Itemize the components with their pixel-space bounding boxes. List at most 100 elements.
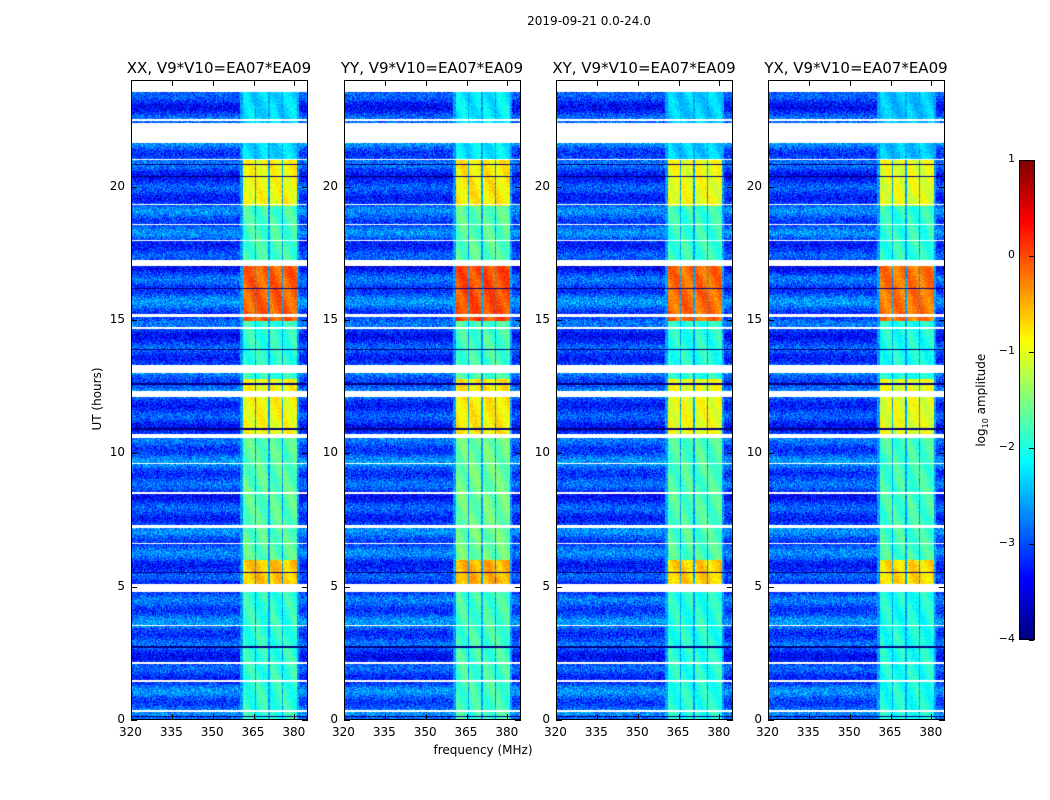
panel-title: XY, V9*V10=EA07*EA09 <box>552 59 736 77</box>
y-tick-label: 20 <box>746 178 762 193</box>
x-tick-label: 320 <box>119 725 142 739</box>
y-tick-label: 15 <box>746 312 762 326</box>
x-tick <box>849 714 851 720</box>
y-tick <box>344 186 350 188</box>
x-tick <box>425 714 427 720</box>
colorbar-tick-label: −2 <box>998 440 1015 453</box>
x-tick <box>556 714 557 720</box>
x-tick-label: 320 <box>756 725 779 739</box>
y-tick <box>939 186 945 188</box>
x-tick <box>678 80 680 86</box>
x-tick-label: 380 <box>495 725 519 739</box>
y-tick <box>768 720 774 721</box>
x-tick-label: 335 <box>584 725 608 739</box>
y-tick <box>768 453 774 455</box>
y-tick <box>768 320 774 321</box>
x-tick <box>931 80 933 86</box>
x-tick <box>719 714 721 720</box>
y-tick <box>344 320 350 321</box>
colorbar-tick <box>1029 640 1034 641</box>
x-tick <box>344 80 345 86</box>
y-tick <box>727 320 733 321</box>
x-tick-label: 320 <box>544 725 567 739</box>
y-tick-label: 10 <box>534 445 550 460</box>
y-tick-label: 5 <box>754 578 762 593</box>
x-tick-label: 365 <box>878 725 902 739</box>
colorbar-tick-label: −1 <box>998 344 1015 357</box>
x-tick-label: 350 <box>413 725 437 739</box>
colorbar-tick <box>1029 160 1034 161</box>
y-tick-label: 5 <box>542 578 550 593</box>
x-tick-label: 380 <box>919 725 943 739</box>
x-tick <box>384 714 386 720</box>
y-tick <box>727 720 733 721</box>
colorbar-tick <box>1029 352 1034 353</box>
x-tick-label: 350 <box>625 725 649 739</box>
y-tick <box>556 720 562 721</box>
heatmap-panel-2 <box>556 80 733 720</box>
y-tick-label: 10 <box>322 445 338 460</box>
y-tick-label: 0 <box>754 712 762 726</box>
x-tick <box>849 80 851 86</box>
y-tick <box>302 186 308 188</box>
y-tick <box>939 320 945 321</box>
y-tick <box>131 320 137 321</box>
y-tick <box>344 586 350 588</box>
y-tick <box>515 720 521 721</box>
x-tick <box>890 80 892 86</box>
heatmap-panel-1 <box>344 80 521 720</box>
y-tick <box>344 453 350 455</box>
x-tick <box>507 80 509 86</box>
y-tick-label: 20 <box>109 178 125 193</box>
x-tick <box>931 714 933 720</box>
y-tick <box>515 586 521 588</box>
x-tick <box>294 714 296 720</box>
y-tick-label: 0 <box>330 712 338 726</box>
y-tick <box>556 320 562 321</box>
y-tick <box>302 453 308 455</box>
y-tick-label: 5 <box>330 578 338 593</box>
y-tick <box>939 586 945 588</box>
panel-title: YY, V9*V10=EA07*EA09 <box>340 59 524 77</box>
y-tick <box>515 186 521 188</box>
x-tick-label: 335 <box>159 725 183 739</box>
x-tick-label: 365 <box>241 725 265 739</box>
x-tick-label: 350 <box>200 725 224 739</box>
y-tick <box>727 453 733 455</box>
heatmap-image <box>345 81 520 719</box>
x-tick <box>637 80 639 86</box>
y-tick <box>768 586 774 588</box>
x-tick <box>808 714 810 720</box>
x-tick-label: 365 <box>454 725 478 739</box>
x-tick-label: 380 <box>707 725 731 739</box>
y-tick-label: 20 <box>534 178 550 193</box>
x-tick <box>384 80 386 86</box>
y-tick <box>556 586 562 588</box>
y-tick <box>302 320 308 321</box>
y-tick <box>556 453 562 455</box>
y-tick <box>131 186 137 188</box>
x-tick <box>253 80 255 86</box>
y-tick <box>939 453 945 455</box>
x-tick <box>131 714 132 720</box>
x-tick <box>171 80 173 86</box>
colorbar-tick <box>1029 256 1034 257</box>
colorbar-label: log10 amplitude <box>973 353 991 447</box>
colorbar-tick-label: −3 <box>998 536 1015 549</box>
heatmap-image <box>557 81 732 719</box>
y-tick-label: 0 <box>117 712 125 726</box>
y-axis-label: UT (hours) <box>90 367 104 431</box>
colorbar <box>1019 160 1035 640</box>
x-tick <box>678 714 680 720</box>
y-tick <box>302 720 308 721</box>
x-tick <box>253 714 255 720</box>
panel-title: YX, V9*V10=EA07*EA09 <box>764 59 948 77</box>
panel-title: XX, V9*V10=EA07*EA09 <box>126 59 312 77</box>
y-tick-label: 5 <box>117 578 125 593</box>
heatmap-image <box>132 81 307 719</box>
x-tick <box>131 80 132 86</box>
heatmap-panel-3 <box>768 80 945 720</box>
figure-title: 2019-09-21 0.0-24.0 <box>527 14 651 28</box>
x-tick <box>596 80 598 86</box>
